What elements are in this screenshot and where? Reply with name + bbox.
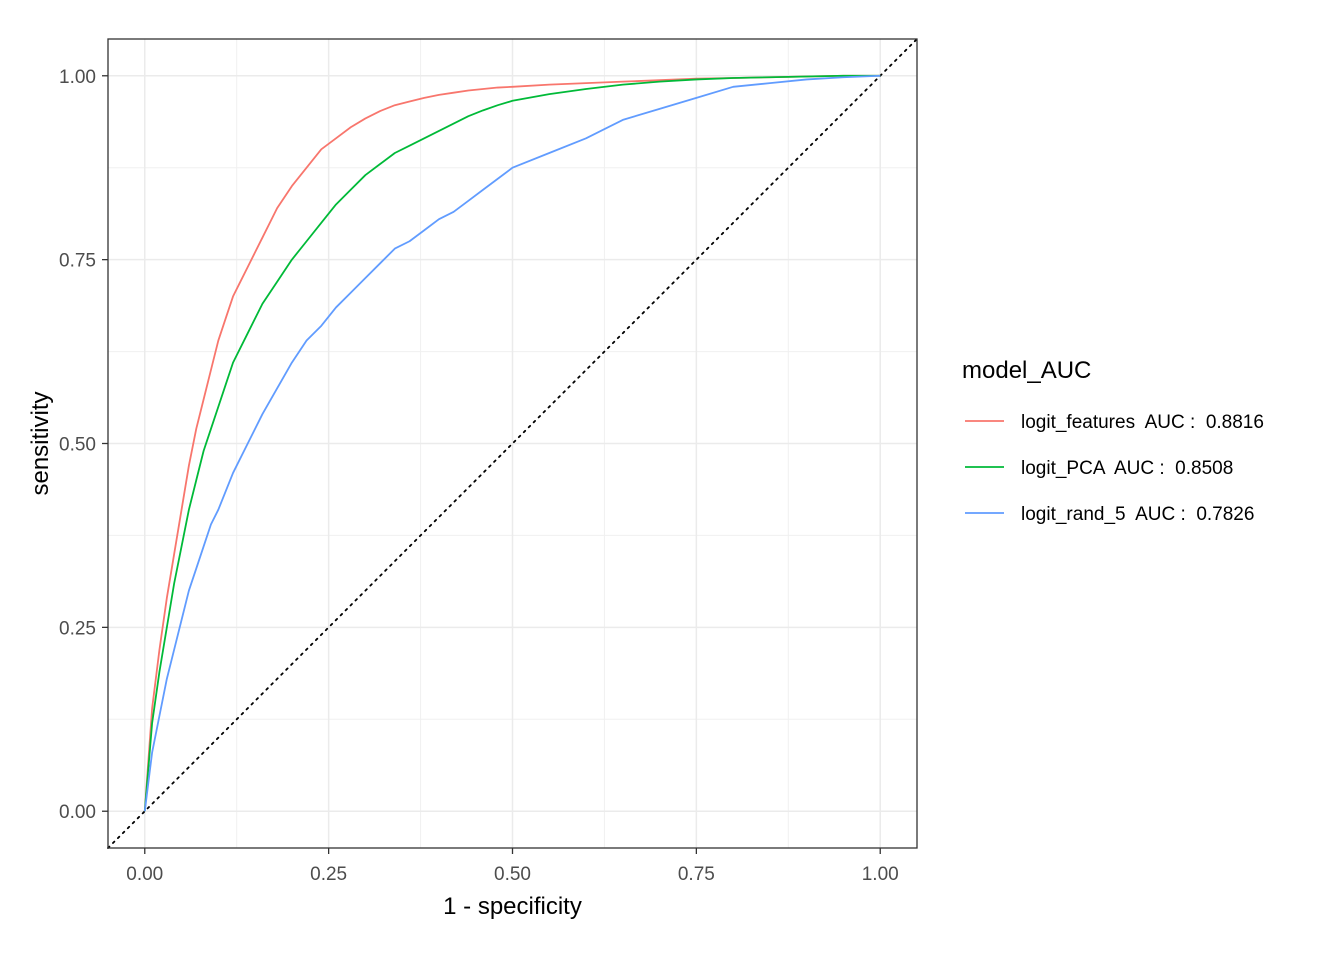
legend-label-2: logit_PCA AUC : 0.8508 — [1021, 458, 1233, 479]
y-tick-label: 1.00 — [59, 67, 96, 88]
diagonal-reference-line — [107, 38, 918, 849]
y-tick-label: 0.00 — [59, 802, 96, 823]
x-tick-label: 0.75 — [678, 864, 715, 885]
legend-label-3: logit_rand_5 AUC : 0.7826 — [1021, 504, 1254, 525]
legend-label-1: logit_features AUC : 0.8816 — [1021, 412, 1264, 433]
y-tick-label: 0.75 — [59, 251, 96, 272]
y-tick-label: 0.25 — [59, 618, 96, 639]
legend-items: logit_features AUC : 0.8816 logit_PCA AUC… — [965, 412, 1264, 525]
series-lines — [143, 74, 881, 812]
series-line-1 — [143, 74, 881, 812]
y-axis-ticks: 0.00 0.25 0.50 0.75 1.00 — [59, 67, 108, 823]
major-gridlines — [108, 39, 917, 848]
legend: model_AUC logit_features AUC : 0.8816log… — [962, 357, 1264, 525]
x-tick-label: 0.00 — [126, 864, 163, 885]
series-line-3 — [143, 74, 881, 812]
x-tick-label: 1.00 — [862, 864, 899, 885]
x-tick-label: 0.50 — [494, 864, 531, 885]
y-tick-label: 0.50 — [59, 435, 96, 456]
x-tick-label: 0.25 — [310, 864, 347, 885]
x-axis-ticks: 0.00 0.25 0.50 0.75 1.00 — [126, 848, 899, 885]
legend-title: model_AUC — [962, 357, 1091, 384]
y-axis-title: sensitivity — [27, 391, 54, 495]
x-axis-title: 1 - specificity — [443, 893, 582, 920]
series-line-2 — [143, 74, 881, 812]
